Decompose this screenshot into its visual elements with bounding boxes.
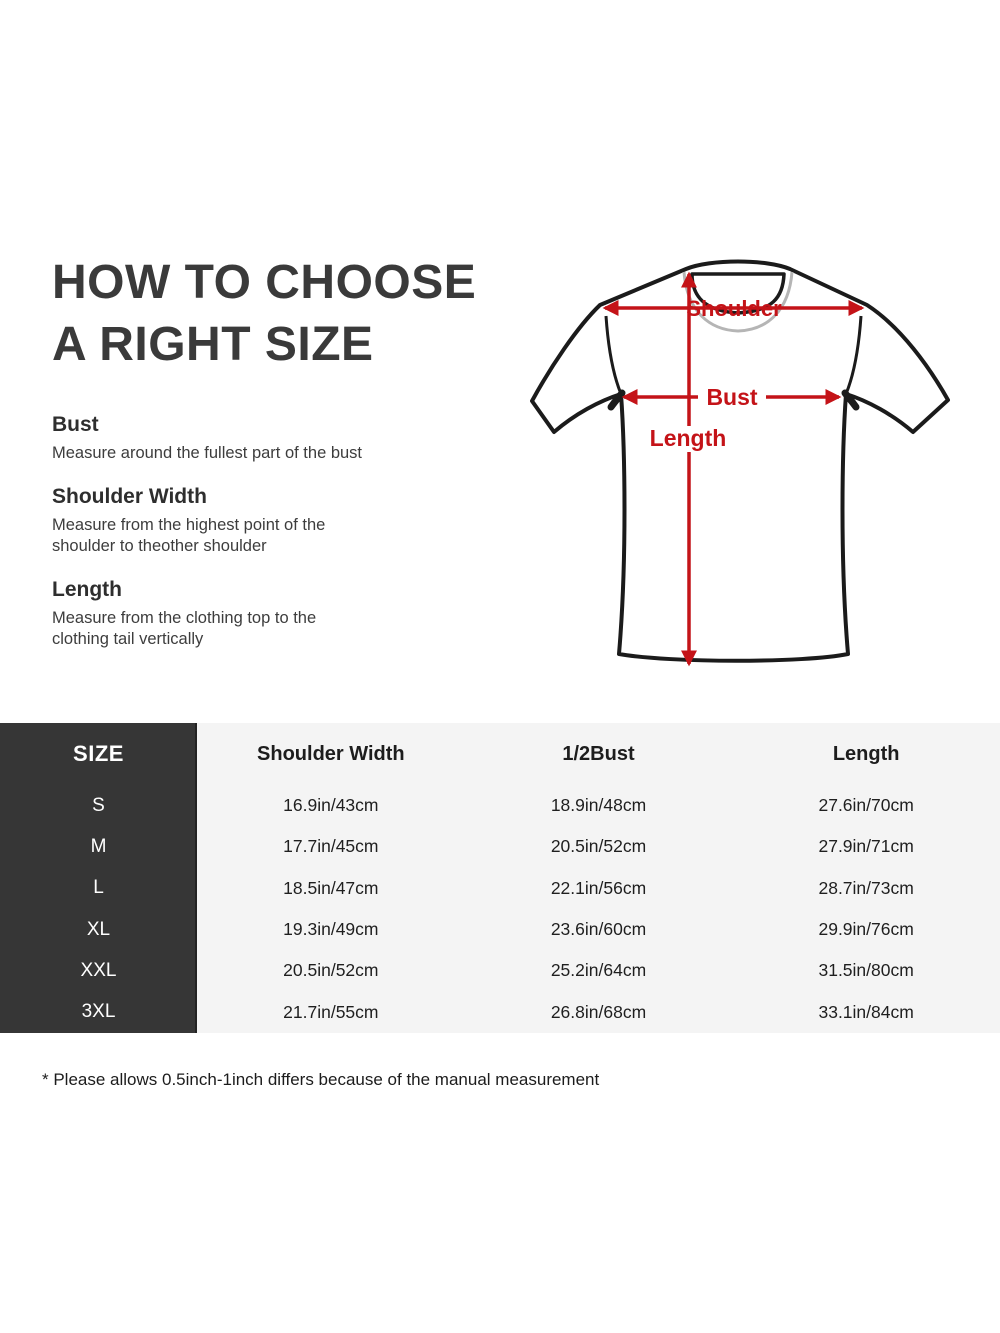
shoulder-cell: 18.5in/47cm xyxy=(197,867,465,909)
length-cell: 29.9in/76cm xyxy=(732,908,1000,951)
size-table-body: S 16.9in/43cm 18.9in/48cm 27.6in/70cm M … xyxy=(0,785,1000,1033)
size-table-row: XXL 20.5in/52cm 25.2in/64cm 31.5in/80cm xyxy=(0,950,1000,992)
tshirt-outline-shape xyxy=(530,259,950,663)
measurement-definitions: Bust Measure around the fullest part of … xyxy=(52,412,492,670)
page-title: HOW TO CHOOSE A RIGHT SIZE xyxy=(52,252,476,376)
definition-body: Measure around the fullest part of the b… xyxy=(52,444,363,462)
size-cell: S xyxy=(0,785,197,827)
length-label-bg xyxy=(658,426,720,452)
size-table-row: S 16.9in/43cm 18.9in/48cm 27.6in/70cm xyxy=(0,785,1000,827)
tshirt-diagram-svg: Shoulder Bust Length xyxy=(530,259,950,667)
size-cell: L xyxy=(0,867,197,909)
length-cell: 27.9in/71cm xyxy=(732,826,1000,868)
size-table-header-shoulder: Shoulder Width xyxy=(197,723,465,785)
shoulder-cell: 16.9in/43cm xyxy=(197,785,465,827)
size-table-row: L 18.5in/47cm 22.1in/56cm 28.7in/73cm xyxy=(0,867,1000,909)
length-cell: 27.6in/70cm xyxy=(732,785,1000,827)
size-table-row: M 17.7in/45cm 20.5in/52cm 27.9in/71cm xyxy=(0,826,1000,868)
size-cell: XL xyxy=(0,908,197,951)
size-cell: XXL xyxy=(0,950,197,992)
shoulder-cell: 21.7in/55cm xyxy=(197,991,465,1033)
shoulder-cell: 17.7in/45cm xyxy=(197,826,465,868)
bust-cell: 20.5in/52cm xyxy=(464,826,733,868)
definition-item: Length Measure from the clothing top to … xyxy=(52,577,492,650)
measurement-disclaimer: * Please allows 0.5inch-1inch differs be… xyxy=(42,1070,600,1089)
page-title-line2: A RIGHT SIZE xyxy=(52,318,374,371)
bust-cell: 26.8in/68cm xyxy=(464,991,733,1033)
left-armpit-shade xyxy=(607,389,626,411)
right-armpit-shade xyxy=(841,389,860,411)
page-title-line1: HOW TO CHOOSE xyxy=(52,256,477,309)
shoulder-dimension-label: Shoulder xyxy=(686,296,782,321)
length-cell: 31.5in/80cm xyxy=(732,950,1000,992)
size-table-row: XL 19.3in/49cm 23.6in/60cm 29.9in/76cm xyxy=(0,908,1000,951)
shoulder-cell: 20.5in/52cm xyxy=(197,950,465,992)
definition-heading: Bust xyxy=(52,413,99,436)
definition-item: Bust Measure around the fullest part of … xyxy=(52,412,492,464)
bust-dimension-label: Bust xyxy=(706,384,757,410)
bust-cell: 25.2in/64cm xyxy=(464,950,733,992)
length-cell: 33.1in/84cm xyxy=(732,991,1000,1033)
size-table-header-bust: 1/2Bust xyxy=(464,723,733,785)
size-table-header-row: SIZE Shoulder Width 1/2Bust Length xyxy=(0,723,1000,785)
definition-heading: Length xyxy=(52,578,122,601)
size-table-header-length: Length xyxy=(732,723,1000,785)
shoulder-cell: 19.3in/49cm xyxy=(197,908,465,951)
definition-heading: Shoulder Width xyxy=(52,485,207,508)
size-cell: M xyxy=(0,826,197,868)
size-table-header-size: SIZE xyxy=(0,723,197,785)
definition-body: Measure from the highest point of the sh… xyxy=(52,516,326,555)
length-cell: 28.7in/73cm xyxy=(732,867,1000,909)
left-armpit-seam xyxy=(604,315,623,395)
bust-cell: 23.6in/60cm xyxy=(464,908,733,951)
definition-body: Measure from the clothing top to the clo… xyxy=(52,609,317,648)
bust-cell: 18.9in/48cm xyxy=(464,785,733,827)
bust-cell: 22.1in/56cm xyxy=(464,867,733,909)
definition-item: Shoulder Width Measure from the highest … xyxy=(52,484,492,557)
size-table-row: 3XL 21.7in/55cm 26.8in/68cm 33.1in/84cm xyxy=(0,991,1000,1033)
size-cell: 3XL xyxy=(0,991,197,1033)
size-table: SIZE Shoulder Width 1/2Bust Length S 16.… xyxy=(0,723,1000,1033)
right-armpit-seam xyxy=(844,315,863,395)
tshirt-measurement-diagram: Shoulder Bust Length xyxy=(520,250,960,690)
length-dimension-label: Length xyxy=(650,425,727,451)
